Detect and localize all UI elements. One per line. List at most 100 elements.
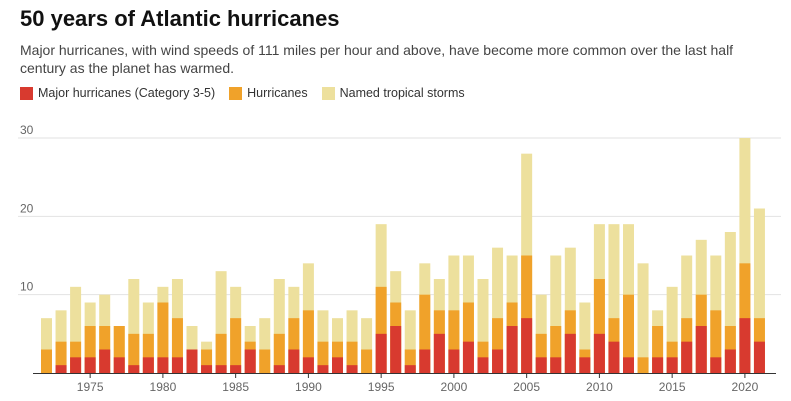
bar-major-1993	[346, 365, 358, 373]
bar-major-1999	[433, 333, 445, 373]
bar-hurricanes-1973	[55, 341, 67, 373]
legend-label-hurricanes: Hurricanes	[247, 86, 308, 100]
bar-major-1976	[99, 349, 111, 373]
bar-hurricanes-2001	[462, 302, 474, 373]
bar-hurricanes-1998	[419, 294, 431, 373]
bar-major-2012	[623, 357, 634, 373]
bar-major-2008	[564, 333, 576, 373]
bar-major-1983	[201, 365, 213, 373]
bar-storms-2009	[579, 302, 591, 373]
x-tick-label-1985: 1985	[222, 380, 249, 394]
bar-major-2018	[710, 357, 722, 373]
bar-hurricanes-1995	[375, 286, 387, 373]
x-tick-label-2000: 2000	[441, 380, 468, 394]
bar-hurricanes-1980	[157, 302, 169, 373]
bar-major-1989	[288, 349, 300, 373]
bar-major-1984	[215, 365, 227, 373]
bar-hurricanes-2000	[448, 310, 460, 373]
bar-major-1985	[230, 365, 242, 373]
bar-chart: 10 20 30 1975 1980 1985 1990 1995 2000 2005 2010 20…	[18, 123, 781, 394]
bar-storms-1972	[41, 318, 52, 373]
bar-hurricanes-2007	[550, 326, 562, 373]
bar-hurricanes-1994	[361, 349, 373, 373]
bar-hurricanes-1977	[113, 326, 125, 373]
bar-hurricanes-1989	[288, 318, 300, 373]
y-tick-label-30: 30	[20, 123, 34, 137]
bar-hurricanes-1975	[84, 326, 96, 373]
bar-major-2002	[477, 357, 489, 373]
bar-major-1995	[375, 333, 387, 373]
bar-major-1981	[171, 357, 183, 373]
bar-hurricanes-2020	[739, 263, 751, 373]
bar-storms-1987	[259, 318, 271, 373]
bar-major-2001	[462, 341, 474, 373]
bar-major-1996	[390, 326, 402, 373]
bar-major-1977	[113, 357, 125, 373]
bar-major-2009	[579, 357, 591, 373]
bar-storms-1994	[361, 318, 373, 373]
bar-major-1988	[273, 365, 285, 373]
bar-major-2014	[652, 357, 664, 373]
bars	[41, 138, 765, 373]
bar-major-2017	[695, 326, 707, 373]
bar-storms-2015	[666, 286, 678, 373]
bar-major-2006	[535, 357, 547, 373]
bar-hurricanes-1978	[128, 333, 140, 373]
bar-major-1992	[332, 357, 343, 373]
bar-storms-1997	[404, 310, 416, 373]
bar-major-1991	[317, 365, 329, 373]
bar-hurricanes-2006	[535, 333, 547, 373]
x-tick-label-2010: 2010	[586, 380, 613, 394]
bar-major-1979	[142, 357, 154, 373]
bar-major-2000	[448, 349, 460, 373]
x-tick-label-2005: 2005	[513, 380, 540, 394]
legend-swatch-hurricanes	[229, 86, 243, 100]
bar-hurricanes-2012	[623, 294, 634, 373]
bar-hurricanes-2018	[710, 310, 722, 373]
bar-storms-1974	[70, 286, 82, 373]
bar-hurricanes-2013	[637, 357, 649, 373]
bar-major-2005	[521, 318, 533, 373]
x-tick-label-1980: 1980	[150, 380, 177, 394]
bar-major-1980	[157, 357, 169, 373]
x-tick-label-2020: 2020	[732, 380, 759, 394]
bar-major-2019	[724, 349, 736, 373]
y-tick-label-20: 20	[20, 201, 34, 215]
bar-major-1975	[84, 357, 96, 373]
legend-item-hurricanes: Hurricanes	[229, 86, 308, 100]
bar-storms-1984	[215, 271, 227, 373]
bar-major-1990	[302, 357, 314, 373]
bar-hurricanes-1997	[404, 349, 416, 373]
bar-major-1973	[55, 365, 67, 373]
bar-hurricanes-1983	[201, 349, 213, 373]
legend-swatch-storms	[321, 86, 335, 100]
bar-storms-2021	[753, 208, 765, 373]
bar-major-2004	[506, 326, 518, 373]
bar-major-1974	[70, 357, 82, 373]
legend-item-major: Major hurricanes (Category 3-5)	[20, 86, 215, 100]
bar-storms-1988	[273, 279, 285, 373]
chart-title: 50 years of Atlantic hurricanes	[20, 6, 340, 31]
bar-major-1986	[244, 349, 256, 373]
bar-hurricanes-2014	[652, 326, 664, 373]
bar-storms-1991	[317, 310, 329, 373]
bar-hurricanes-1984	[215, 333, 227, 373]
bar-hurricanes-1990	[302, 310, 314, 373]
bar-storms-2019	[724, 232, 736, 373]
bar-major-2016	[681, 341, 693, 373]
legend: Major hurricanes (Category 3-5) Hurrican…	[20, 86, 479, 100]
bar-major-2015	[666, 357, 678, 373]
bar-major-1982	[186, 349, 198, 373]
bar-storms-2011	[608, 224, 620, 373]
bar-hurricanes-1972	[41, 349, 52, 373]
x-tick-label-2015: 2015	[659, 380, 686, 394]
bar-storms-1993	[346, 310, 358, 373]
bar-major-2011	[608, 341, 620, 373]
x-tick-label-1995: 1995	[368, 380, 395, 394]
bar-major-2020	[739, 318, 751, 373]
bar-hurricanes-1993	[346, 341, 358, 373]
bar-storms-1973	[55, 310, 67, 373]
bar-major-1978	[128, 365, 140, 373]
bar-storms-2002	[477, 279, 489, 373]
x-tick-label-1975: 1975	[77, 380, 104, 394]
